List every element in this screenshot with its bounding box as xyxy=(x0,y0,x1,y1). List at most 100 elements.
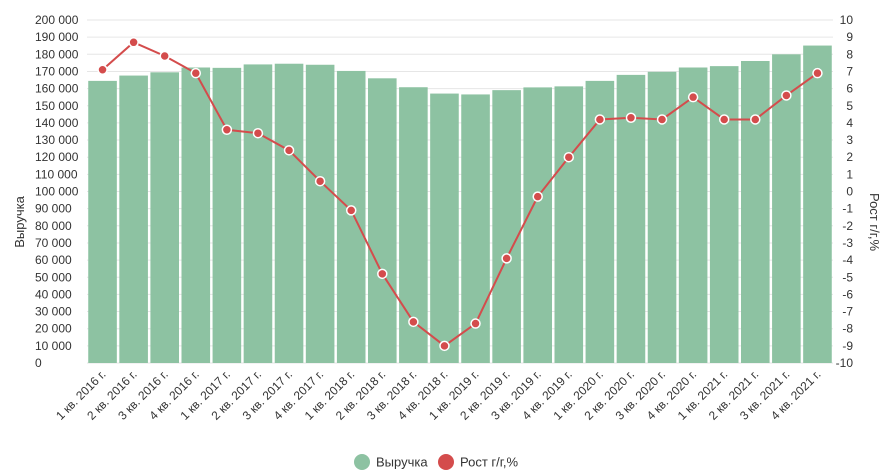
legend-marker-growth xyxy=(438,454,454,470)
line-point[interactable] xyxy=(532,191,543,202)
y-tick-label: 140 000 xyxy=(35,116,79,130)
bar[interactable] xyxy=(336,70,366,364)
y-tick-label: 60 000 xyxy=(35,253,72,267)
y2-tick-label: 2 xyxy=(846,150,853,164)
y-tick-label: 190 000 xyxy=(35,30,79,44)
y2-tick-label: 3 xyxy=(846,133,853,147)
line-point[interactable] xyxy=(594,114,606,125)
y-tick-label: 160 000 xyxy=(35,82,79,96)
y-tick-label: 120 000 xyxy=(35,150,79,164)
y-tick-label: 70 000 xyxy=(35,236,72,250)
line-series xyxy=(97,37,823,352)
y-tick-label: 150 000 xyxy=(35,99,79,113)
y2-tick-label: -7 xyxy=(842,305,853,319)
y2-tick-label: -10 xyxy=(836,356,854,370)
y2-tick-label: 8 xyxy=(846,47,853,61)
bar[interactable] xyxy=(492,90,521,364)
bar[interactable] xyxy=(119,75,148,363)
legend-marker-revenue xyxy=(354,454,370,470)
line-point[interactable] xyxy=(812,67,823,79)
y-axis-title: Выручка xyxy=(12,195,27,247)
bar[interactable] xyxy=(585,80,615,363)
bar[interactable] xyxy=(461,94,490,363)
line-point[interactable] xyxy=(408,316,419,328)
line-point[interactable] xyxy=(656,114,668,125)
y2-tick-label: 10 xyxy=(840,13,854,27)
y-tick-label: 110 000 xyxy=(35,167,78,181)
legend[interactable]: Выручка Рост г/г,% xyxy=(354,454,519,470)
y2-tick-label: 7 xyxy=(846,64,853,78)
bar[interactable] xyxy=(678,67,708,364)
line-point[interactable] xyxy=(221,124,233,136)
y-tick-label: 200 000 xyxy=(35,13,79,27)
legend-label-growth: Рост г/г,% xyxy=(460,455,519,470)
y2-tick-label: 1 xyxy=(846,167,853,181)
line-point[interactable] xyxy=(439,340,450,352)
x-axis: 1 кв. 2016 г.2 кв. 2016 г.3 кв. 2016 г.4… xyxy=(53,367,823,423)
line-point[interactable] xyxy=(97,64,108,75)
bar[interactable] xyxy=(523,87,553,363)
y-tick-label: 80 000 xyxy=(35,219,72,233)
y2-tick-label: 5 xyxy=(846,99,853,113)
bar[interactable] xyxy=(243,64,273,363)
bar[interactable] xyxy=(554,86,584,364)
y2-tick-label: 4 xyxy=(846,116,853,130)
line-point[interactable] xyxy=(750,114,761,125)
bar[interactable] xyxy=(803,45,832,364)
y-tick-label: 130 000 xyxy=(35,133,79,147)
line-point[interactable] xyxy=(314,175,326,187)
series-line xyxy=(101,41,819,348)
line-point[interactable] xyxy=(501,253,512,264)
line-point[interactable] xyxy=(283,145,295,156)
y-tick-label: 20 000 xyxy=(35,322,72,336)
y2-tick-label: -2 xyxy=(842,219,853,233)
y-tick-label: 180 000 xyxy=(35,47,79,61)
bar[interactable] xyxy=(367,78,397,363)
line-point[interactable] xyxy=(252,127,264,139)
line-point[interactable] xyxy=(470,318,481,329)
line-point[interactable] xyxy=(159,50,170,62)
bar[interactable] xyxy=(88,80,117,363)
line-point[interactable] xyxy=(563,151,575,163)
bar[interactable] xyxy=(150,72,180,364)
y2-tick-label: 6 xyxy=(846,82,853,96)
y-tick-label: 90 000 xyxy=(35,202,72,216)
y-tick-label: 40 000 xyxy=(35,287,72,301)
legend-item-growth[interactable]: Рост г/г,% xyxy=(438,454,519,470)
gridlines xyxy=(87,19,833,364)
y-tick-label: 30 000 xyxy=(35,305,72,319)
line-point[interactable] xyxy=(377,268,388,280)
bar[interactable] xyxy=(430,93,459,364)
line-point[interactable] xyxy=(687,91,699,103)
line-point[interactable] xyxy=(345,205,357,216)
y-tick-label: 100 000 xyxy=(35,185,79,199)
y-tick-label: 170 000 xyxy=(35,64,79,78)
bar[interactable] xyxy=(212,67,242,363)
y2-tick-label: -1 xyxy=(842,202,853,216)
y2-tick-label: -9 xyxy=(842,339,853,353)
y2-tick-label: -3 xyxy=(842,236,853,250)
bar[interactable] xyxy=(274,63,304,364)
bar[interactable] xyxy=(709,66,739,364)
legend-label-revenue: Выручка xyxy=(376,455,428,470)
y-tick-label: 0 xyxy=(35,356,42,370)
line-point[interactable] xyxy=(718,114,730,125)
y-tick-label: 10 000 xyxy=(35,339,72,353)
line-point[interactable] xyxy=(190,67,202,79)
bar[interactable] xyxy=(305,64,335,363)
line-point[interactable] xyxy=(625,112,637,124)
y2-tick-label: 0 xyxy=(846,185,853,199)
y2-tick-label: -4 xyxy=(842,253,853,267)
legend-item-revenue[interactable]: Выручка xyxy=(354,454,428,470)
bar[interactable] xyxy=(772,54,801,364)
bar-series xyxy=(88,45,832,364)
line-point[interactable] xyxy=(128,37,139,48)
bar[interactable] xyxy=(740,60,770,364)
y2-tick-label: -5 xyxy=(842,270,853,284)
line-point[interactable] xyxy=(781,90,792,101)
bar[interactable] xyxy=(181,67,211,364)
y2-axis-title: Рост г/г,% xyxy=(867,193,882,252)
y2-tick-label: -8 xyxy=(842,322,853,336)
y-axis-left: 0 10 000 20 000 30 000 40 000 50 000 60 000 70 … xyxy=(35,13,79,370)
